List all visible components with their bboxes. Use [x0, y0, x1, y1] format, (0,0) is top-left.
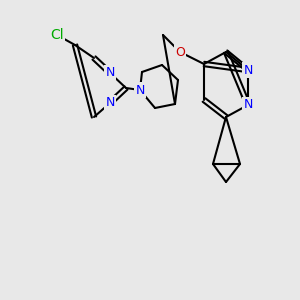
Text: O: O: [175, 46, 185, 59]
Text: Cl: Cl: [50, 28, 64, 42]
Text: N: N: [105, 97, 115, 110]
Text: N: N: [243, 98, 253, 112]
Text: N: N: [243, 64, 253, 76]
Text: N: N: [135, 83, 145, 97]
Text: N: N: [105, 67, 115, 80]
